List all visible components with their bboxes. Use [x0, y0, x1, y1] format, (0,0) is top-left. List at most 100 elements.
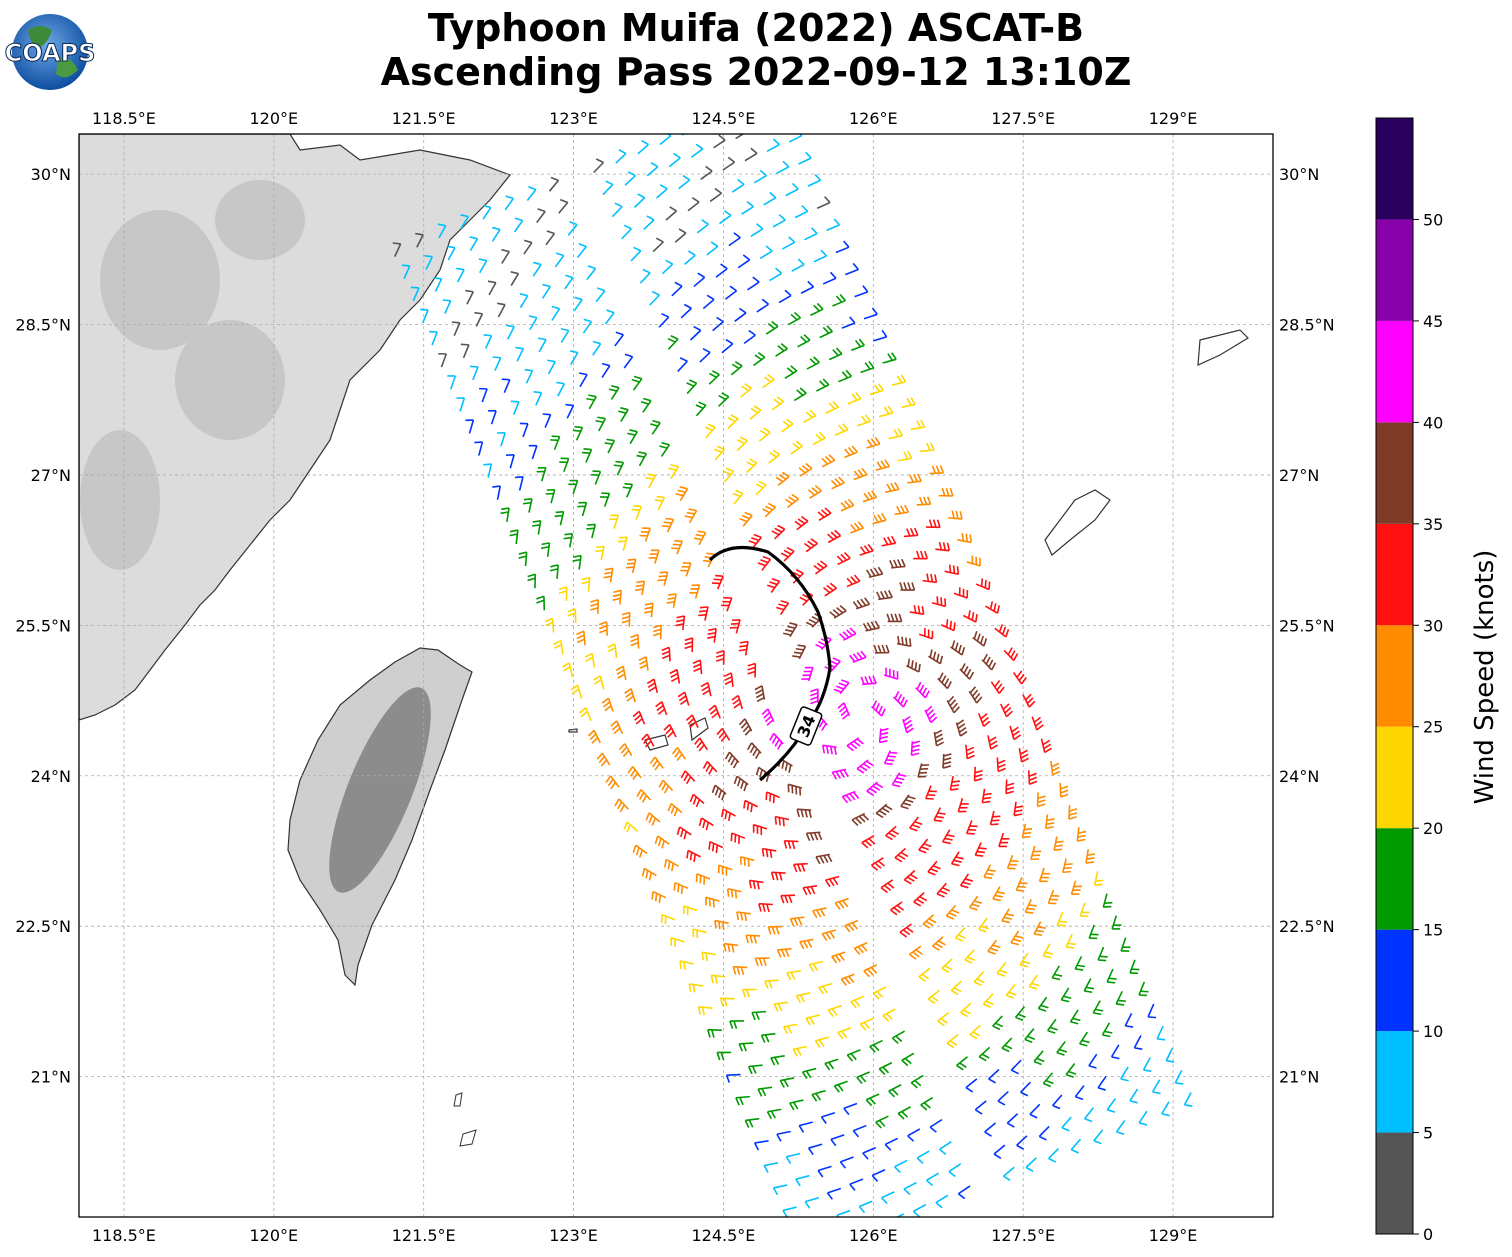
wind-barb-feather [872, 700, 878, 709]
wind-barb-feather [763, 712, 771, 719]
wind-barb-shaft [1056, 1040, 1066, 1054]
wind-barb-shaft [855, 603, 870, 610]
lat-tick-label-left: 22.5°N [15, 917, 71, 936]
wind-barb-feather [800, 515, 809, 522]
wind-barb-feather [1072, 1017, 1081, 1022]
wind-barb-feather [877, 860, 885, 867]
wind-barb-feather [757, 351, 766, 358]
taiwan-mountains [329, 687, 431, 893]
wind-barb-feather [670, 805, 676, 814]
wind-barb-shaft [880, 879, 894, 889]
wind-barb-feather [641, 139, 649, 146]
wind-barb-feather [724, 680, 733, 686]
wind-barb-shaft [955, 722, 962, 737]
wind-barb-shaft [882, 1008, 896, 1017]
wind-barb-feather [615, 460, 624, 464]
wind-barb-feather [550, 176, 559, 182]
wind-barb-feather [656, 495, 665, 499]
wind-barb-feather [866, 790, 874, 796]
wind-barb-shaft [637, 634, 640, 649]
wind-barb-shaft [1088, 1053, 1098, 1067]
wind-barb-feather [674, 281, 683, 287]
wind-barb-shaft [726, 1073, 741, 1076]
wind-barb-feather [693, 667, 702, 673]
wind-barb-feather [676, 753, 683, 762]
lon-tick-label-bottom: 121.5°E [392, 1226, 456, 1245]
wind-barb-feather [574, 296, 583, 301]
wind-barb-feather [844, 977, 851, 985]
wind-barb-feather [883, 884, 892, 891]
wind-barb-feather [914, 527, 919, 536]
wind-barb-feather [707, 1029, 711, 1038]
wind-barb-feather [1016, 670, 1023, 678]
wind-barb-feather [1138, 1122, 1148, 1126]
wind-barb-feather [1066, 946, 1075, 949]
wind-barb-feather [691, 197, 700, 203]
wind-barb-feather [859, 765, 868, 772]
wind-barb-feather [773, 1003, 779, 1012]
wind-barb-feather [762, 508, 770, 514]
wind-barb-shaft [607, 440, 616, 454]
wind-barb-feather [1116, 1003, 1125, 1006]
wind-barb-feather [1035, 720, 1043, 727]
wind-barb-feather [786, 367, 794, 374]
wind-barb-feather [819, 380, 826, 388]
wind-barb-feather [643, 397, 652, 402]
wind-barb-feather [897, 559, 902, 568]
wind-barb-shaft [1031, 716, 1038, 731]
wind-barb-feather [629, 769, 636, 777]
wind-barb-feather [866, 569, 872, 578]
wind-barb-feather [627, 766, 634, 774]
wind-barb-feather [778, 603, 787, 608]
wind-barb-feather [748, 540, 757, 545]
wind-barb-feather [1143, 1069, 1152, 1073]
wind-barb-feather [969, 686, 977, 694]
wind-barb-shaft [501, 251, 510, 264]
wind-barb-feather [902, 929, 911, 936]
wind-barb-feather [753, 405, 762, 411]
wind-barb-feather [631, 508, 640, 511]
logo-land-2 [56, 57, 78, 78]
lat-tick-label-left: 28.5°N [15, 316, 71, 335]
wind-barb-feather [716, 649, 725, 654]
wind-barb-feather [621, 619, 630, 624]
wind-barb-feather [969, 534, 972, 543]
wind-barb-shaft [568, 662, 574, 677]
wind-barb-feather [863, 545, 870, 553]
wind-barb-feather [686, 382, 695, 387]
wind-barb-feather [783, 840, 788, 849]
wind-barb-feather [661, 312, 670, 318]
wind-barb-shaft [799, 1121, 813, 1127]
wind-barb-shaft [705, 426, 716, 439]
wind-barb-feather [591, 736, 599, 744]
wind-barb-shaft [723, 470, 735, 483]
wind-barb-feather [1006, 782, 1015, 787]
wind-barb-feather [729, 1020, 734, 1029]
wind-barb-feather [1020, 749, 1028, 755]
wind-barb-feather [661, 650, 670, 656]
wind-barb-shaft [846, 580, 861, 588]
wind-barb-shaft [937, 1011, 950, 1022]
wind-barb-feather [922, 923, 931, 929]
wind-barb-feather [550, 564, 559, 568]
wind-barb-feather [942, 542, 947, 551]
wind-barb-feather [863, 492, 870, 501]
wind-barb-feather [671, 747, 679, 755]
wind-barb-shaft [679, 488, 689, 502]
wind-barb-shaft [733, 492, 744, 505]
wind-barb-shaft [696, 873, 711, 880]
wind-barb-feather [996, 683, 1003, 691]
wind-barb-shaft [825, 875, 840, 881]
wind-barb-feather [688, 379, 697, 384]
wind-barb-feather [923, 842, 932, 848]
wind-barb-feather [625, 691, 633, 698]
wind-barb-feather [862, 763, 871, 769]
wind-barb-feather [906, 727, 914, 734]
wind-barb-feather [793, 918, 799, 926]
wind-barb-shaft [1156, 1025, 1164, 1040]
wind-barb-feather [1097, 1087, 1106, 1091]
wind-barb-feather [744, 728, 752, 736]
wind-barb-shaft [996, 757, 1000, 772]
wind-barb-feather [803, 940, 809, 949]
wind-barb-feather [510, 271, 519, 275]
